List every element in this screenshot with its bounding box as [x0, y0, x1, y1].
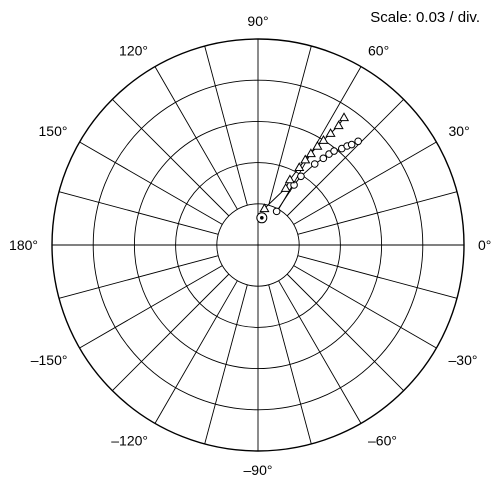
data-point-triangle	[294, 162, 305, 172]
angle-tick-label: –60°	[368, 433, 397, 449]
data-point-circle	[319, 154, 328, 163]
grid-spoke	[58, 255, 219, 299]
grid-spoke	[278, 66, 362, 210]
data-point-circle	[297, 172, 305, 181]
series-circle	[272, 137, 362, 216]
angle-tick-label: 0°	[478, 237, 491, 253]
data-point-triangle	[259, 203, 270, 213]
grid-spoke	[278, 280, 362, 424]
angle-tick-label: –150°	[31, 352, 68, 368]
data-point-triangle	[338, 112, 350, 122]
grid-spoke	[268, 45, 312, 206]
grid-spoke	[154, 280, 238, 424]
angle-tick-label: –120°	[111, 433, 148, 449]
angle-tick-label: –30°	[449, 352, 478, 368]
angle-tick-label: –90°	[244, 462, 273, 478]
angle-tick-label: 30°	[449, 123, 470, 139]
series-triangle	[259, 112, 350, 213]
angle-tick-label: 90°	[247, 13, 268, 29]
series-layer	[256, 112, 362, 224]
grid-spoke	[297, 255, 458, 299]
grid-spoke	[293, 265, 437, 349]
angle-tick-label: 150°	[39, 123, 68, 139]
polar-grid	[51, 38, 465, 452]
data-point-circle	[272, 207, 281, 216]
grid-spoke	[79, 141, 223, 225]
angle-tick-label: 60°	[368, 42, 389, 58]
grid-spoke	[112, 273, 230, 391]
angle-tick-label: 120°	[119, 42, 148, 58]
data-point-triangle	[333, 120, 344, 130]
grid-spoke	[204, 284, 248, 445]
grid-spoke	[79, 265, 223, 349]
series-target	[256, 212, 268, 224]
data-point-target-center	[260, 216, 264, 220]
data-point-circle	[330, 147, 338, 155]
data-point-circle	[354, 137, 362, 146]
data-point-triangle	[312, 140, 323, 150]
data-point-triangle	[280, 183, 291, 192]
grid-spoke	[204, 45, 248, 206]
data-point-triangle	[305, 148, 316, 158]
grid-spoke	[268, 284, 312, 445]
data-point-triangle	[284, 174, 295, 184]
scale-label: Scale: 0.03 / div.	[370, 9, 480, 26]
angle-tick-label: 180°	[9, 237, 38, 253]
data-point-triangle	[318, 134, 329, 144]
grid-spoke	[286, 273, 404, 391]
grid-spoke	[293, 141, 437, 225]
angle-tick-labels: 0° 30° 60° 90° 120° 150° 180° –150° –120° –90° –60…	[9, 13, 491, 478]
grid-spoke	[58, 191, 219, 235]
grid-spoke	[297, 191, 458, 235]
grid-spoke	[112, 99, 230, 217]
data-point-circle	[347, 140, 356, 149]
data-point-triangle	[325, 128, 336, 137]
grid-spoke	[286, 99, 404, 217]
data-point-circle	[310, 160, 319, 168]
grid-spoke	[154, 66, 238, 210]
data-point-triangle	[300, 154, 311, 164]
